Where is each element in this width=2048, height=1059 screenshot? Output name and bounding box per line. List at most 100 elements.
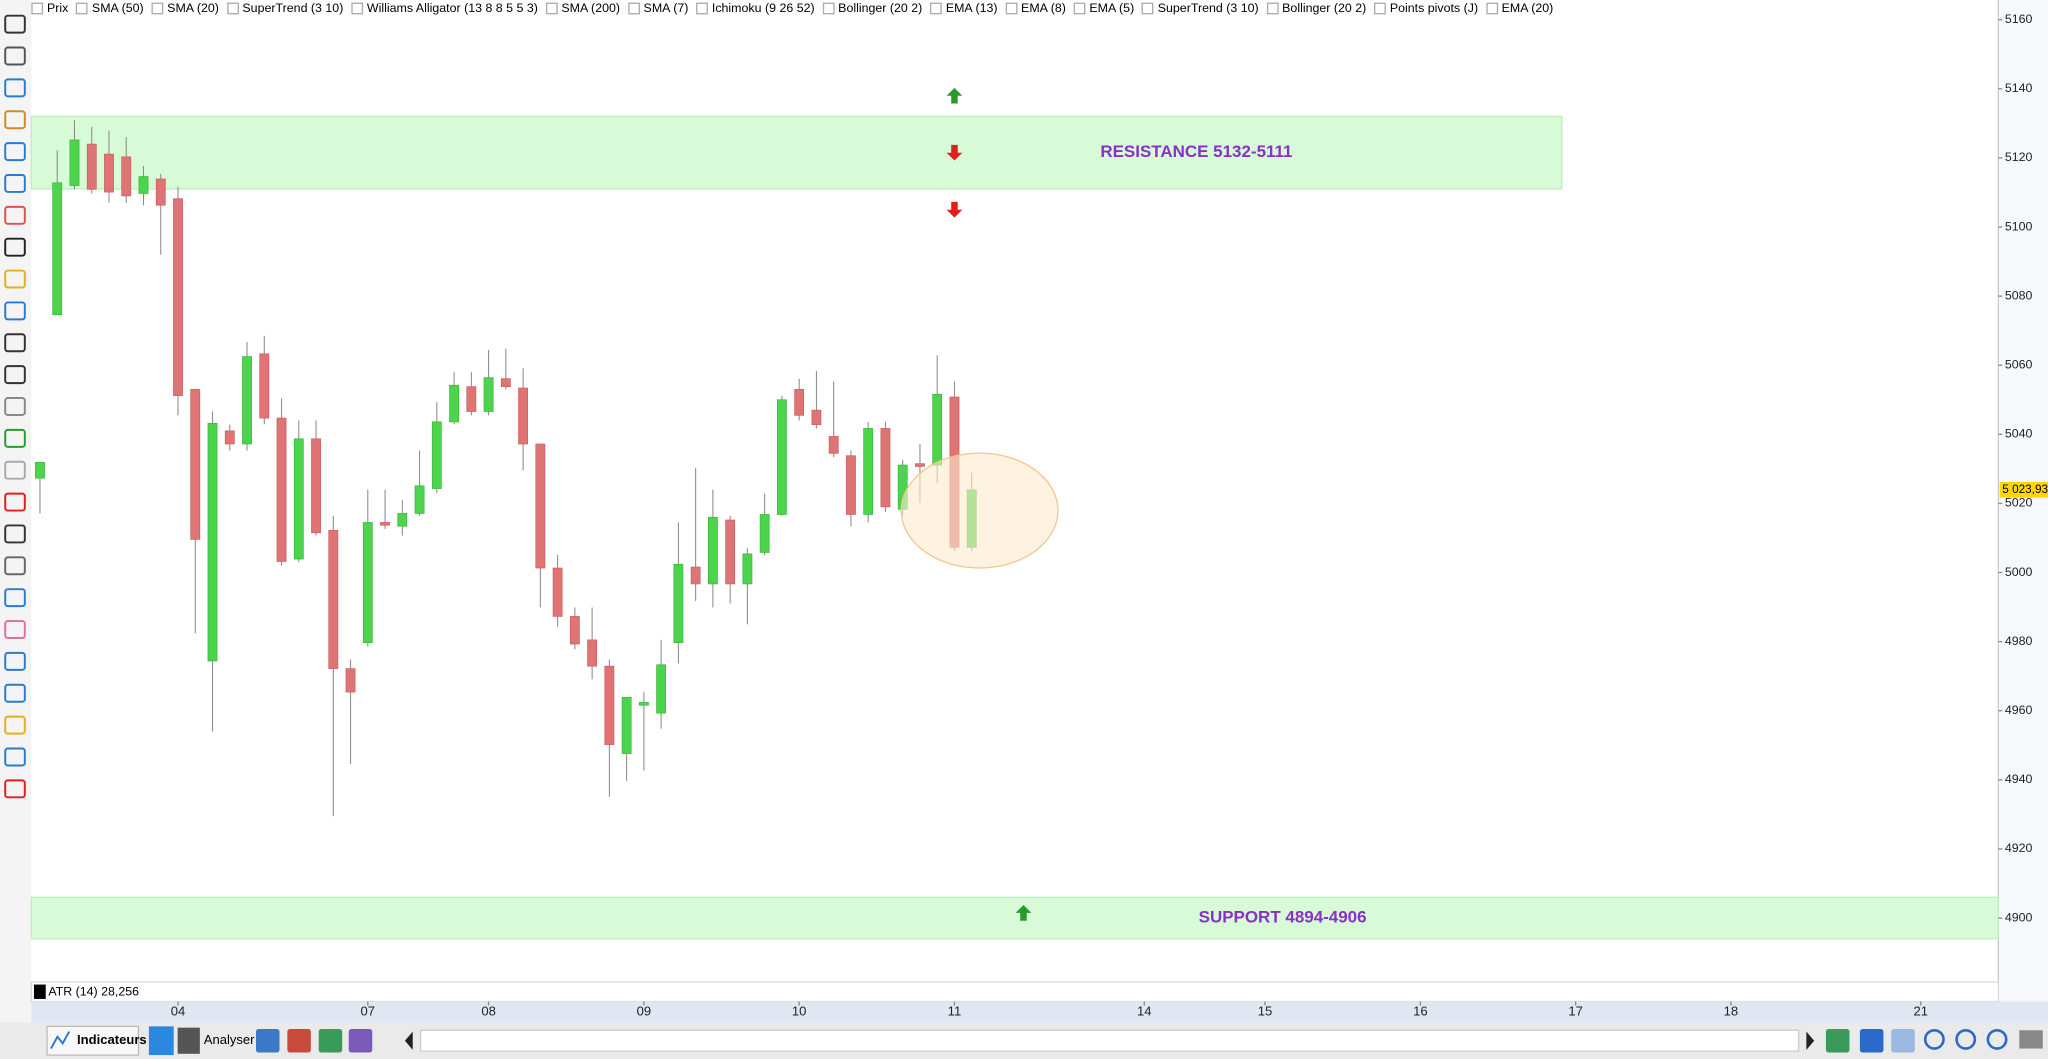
indicator-label[interactable]: SMA (50) [91, 1, 144, 16]
drawing-tool[interactable] [4, 428, 26, 448]
drawing-tool[interactable] [4, 173, 26, 193]
indicator-label[interactable]: SuperTrend (3 10) [1157, 1, 1259, 16]
indicator-toggle[interactable]: EMA (20) [1485, 1, 1554, 16]
drawing-tool[interactable] [4, 397, 26, 416]
drawing-tool[interactable] [4, 556, 26, 576]
redo-button[interactable] [1891, 1028, 1915, 1053]
grid-button[interactable] [2019, 1030, 2043, 1049]
checkbox[interactable] [1005, 2, 1018, 15]
drawing-tool[interactable] [4, 269, 26, 289]
zoom-in-button[interactable] [1986, 1028, 2008, 1050]
y-tick-label: 5120 [2005, 150, 2033, 164]
zoom-button[interactable] [1923, 1028, 1945, 1050]
scrollbar[interactable] [419, 1029, 1800, 1052]
indicators-button[interactable] [46, 1025, 140, 1056]
drawing-tool[interactable] [4, 747, 26, 767]
drawing-tool[interactable] [4, 588, 26, 608]
drawing-tool[interactable] [4, 715, 26, 735]
drawing-tool[interactable] [4, 301, 26, 321]
analyse-text[interactable]: Analyser [204, 1032, 255, 1047]
indicator-toggle[interactable]: SMA (7) [627, 1, 689, 16]
checkbox[interactable] [1142, 2, 1154, 15]
indicator-label[interactable]: EMA (20) [1501, 1, 1554, 16]
indicator-label[interactable]: Points pivots (J) [1389, 1, 1479, 16]
indicator-toggle[interactable]: Bollinger (20 2) [822, 1, 923, 16]
drawing-tool[interactable] [4, 205, 26, 225]
indicator-toggle[interactable]: SuperTrend (3 10) [226, 1, 344, 16]
checkbox[interactable] [76, 2, 88, 15]
drawing-tool[interactable] [4, 779, 26, 799]
indicator-label[interactable]: SuperTrend (3 10) [242, 1, 344, 16]
indicator-label[interactable]: Bollinger (20 2) [838, 1, 923, 16]
drawing-tool[interactable] [4, 460, 26, 480]
drawing-tool[interactable] [4, 683, 26, 703]
tool-button[interactable] [1825, 1028, 1850, 1053]
drawing-tool[interactable] [4, 14, 26, 34]
drawing-tool[interactable] [4, 620, 26, 639]
checkbox[interactable] [1374, 2, 1386, 15]
indicator-label[interactable]: SMA (200) [561, 1, 621, 16]
checkbox[interactable] [627, 2, 640, 15]
checkbox[interactable] [31, 2, 44, 15]
indicators-text[interactable]: Indicateurs [77, 1032, 147, 1047]
drawing-tool[interactable] [4, 110, 26, 130]
drawing-tool[interactable] [4, 46, 26, 66]
indicator-label[interactable]: Prix [47, 1, 69, 16]
indicator-label[interactable]: Ichimoku (9 26 52) [711, 1, 815, 16]
indicator-toggle[interactable]: Ichimoku (9 26 52) [696, 1, 815, 16]
checkbox[interactable] [351, 2, 363, 15]
indicator-toggle[interactable]: SMA (20) [151, 1, 219, 16]
indicator-label[interactable]: EMA (8) [1021, 1, 1066, 16]
indicator-toggle[interactable]: Points pivots (J) [1374, 1, 1479, 16]
indicator-label[interactable]: SMA (7) [643, 1, 689, 16]
zoom-out-button[interactable] [1955, 1028, 1977, 1050]
checkbox[interactable] [1073, 2, 1086, 15]
x-tick-label: 14 [1137, 1003, 1152, 1018]
checkbox[interactable] [226, 2, 239, 15]
checkbox[interactable] [1266, 2, 1279, 15]
x-tick-label: 15 [1258, 1003, 1273, 1018]
candle-body [397, 513, 408, 527]
checkbox[interactable] [930, 2, 942, 15]
indicator-label[interactable]: Williams Alligator (13 8 8 5 5 3) [366, 1, 538, 16]
tool-button[interactable] [287, 1028, 311, 1053]
drawing-tool[interactable] [4, 78, 26, 98]
indicator-label[interactable]: SMA (20) [167, 1, 219, 16]
indicator-toggle[interactable]: EMA (5) [1073, 1, 1135, 16]
layout-button[interactable] [177, 1027, 200, 1054]
share-button[interactable] [148, 1026, 174, 1056]
indicator-toggle[interactable]: EMA (8) [1005, 1, 1066, 16]
tool-button[interactable] [318, 1028, 343, 1053]
indicator-toggle[interactable]: EMA (13) [930, 1, 998, 16]
drawing-tool[interactable] [4, 142, 26, 162]
undo-button[interactable] [1859, 1028, 1884, 1053]
scroll-left[interactable] [404, 1031, 413, 1050]
drawing-tool[interactable] [4, 237, 26, 257]
indicator-toggle[interactable]: Prix [31, 1, 69, 16]
candle-body [311, 438, 321, 534]
checkbox[interactable] [696, 2, 708, 15]
tool-button[interactable] [348, 1028, 373, 1053]
indicator-toggle[interactable]: Bollinger (20 2) [1266, 1, 1367, 16]
y-tick-label: 5060 [2005, 357, 2033, 371]
drawing-tool[interactable] [4, 651, 26, 671]
checkbox[interactable] [1485, 2, 1498, 15]
drawing-tool[interactable] [4, 524, 26, 544]
scroll-right[interactable] [1806, 1031, 1815, 1050]
tool-button[interactable] [255, 1028, 280, 1053]
zone-label: SUPPORT 4894-4906 [1199, 908, 1367, 927]
candle-body [86, 143, 97, 190]
drawing-tool[interactable] [4, 333, 26, 353]
indicator-toggle[interactable]: SuperTrend (3 10) [1142, 1, 1259, 16]
checkbox[interactable] [151, 2, 164, 15]
indicator-label[interactable]: EMA (13) [945, 1, 998, 16]
drawing-tool[interactable] [4, 492, 26, 512]
indicator-label[interactable]: Bollinger (20 2) [1282, 1, 1367, 16]
drawing-tool[interactable] [4, 365, 26, 385]
indicator-toggle[interactable]: SMA (50) [76, 1, 144, 16]
indicator-label[interactable]: EMA (5) [1089, 1, 1135, 16]
indicator-toggle[interactable]: SMA (200) [545, 1, 621, 16]
checkbox[interactable] [822, 2, 835, 15]
indicator-toggle[interactable]: Williams Alligator (13 8 8 5 5 3) [351, 1, 538, 16]
checkbox[interactable] [545, 2, 558, 15]
